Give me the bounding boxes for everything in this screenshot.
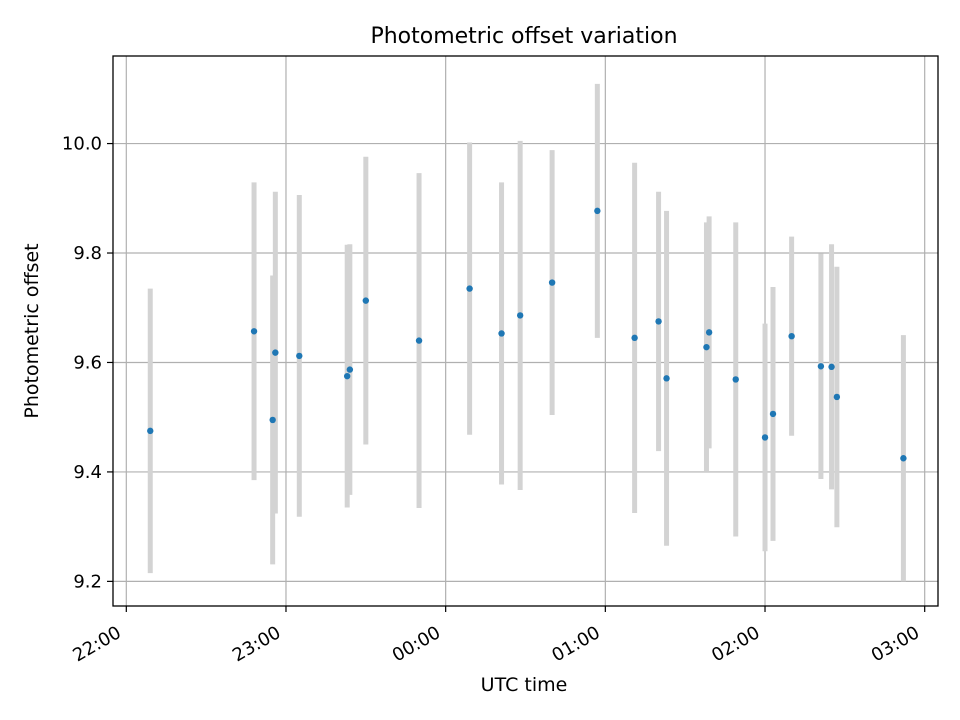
data-point bbox=[663, 375, 670, 382]
data-point bbox=[498, 330, 505, 337]
data-point bbox=[705, 329, 713, 336]
data-point bbox=[828, 363, 835, 371]
data-point bbox=[269, 416, 276, 424]
chart-title: Photometric offset variation bbox=[370, 24, 677, 49]
data-point bbox=[296, 352, 303, 360]
data-point bbox=[272, 349, 279, 356]
x-axis-ticks: 22:00 23:00 00:00 01:00 02:00 03:00 bbox=[69, 606, 926, 666]
x-tick-label: 01:00 bbox=[548, 622, 603, 666]
data-point bbox=[250, 328, 258, 335]
y-axis-ticks: 9.2 9.4 9.6 9.8 10.0 bbox=[62, 134, 113, 592]
data-point bbox=[415, 337, 423, 344]
data-point bbox=[516, 312, 524, 319]
data-point bbox=[631, 334, 638, 342]
data-point bbox=[732, 376, 739, 383]
data-point bbox=[769, 410, 777, 418]
data-point bbox=[761, 434, 769, 441]
x-tick-label: 23:00 bbox=[229, 622, 284, 666]
plot-area-frame bbox=[112, 55, 939, 607]
x-tick-label: 00:00 bbox=[389, 622, 444, 666]
data-point bbox=[788, 332, 795, 340]
data-point bbox=[833, 393, 841, 401]
x-tick-label: 22:00 bbox=[69, 622, 124, 666]
data-point bbox=[362, 297, 370, 304]
data-point bbox=[147, 427, 154, 435]
x-tick-label: 03:00 bbox=[868, 622, 923, 666]
data-point bbox=[703, 343, 710, 351]
y-tick-label: 9.2 bbox=[73, 571, 102, 592]
data-point bbox=[594, 207, 601, 215]
data-points bbox=[147, 207, 907, 462]
x-axis-label: UTC time bbox=[481, 674, 568, 696]
data-point bbox=[900, 455, 907, 462]
data-point bbox=[343, 372, 351, 380]
error-bars bbox=[147, 83, 906, 582]
data-point bbox=[346, 366, 354, 373]
data-point bbox=[655, 318, 662, 325]
y-tick-label: 9.8 bbox=[73, 243, 102, 264]
data-point bbox=[548, 279, 556, 286]
data-point bbox=[817, 363, 825, 370]
y-tick-label: 9.6 bbox=[73, 352, 102, 373]
data-point bbox=[466, 285, 473, 292]
x-tick-label: 02:00 bbox=[708, 622, 763, 666]
y-tick-label: 10.0 bbox=[62, 134, 102, 155]
grid bbox=[113, 56, 938, 606]
y-axis-label: Photometric offset bbox=[21, 243, 43, 418]
y-tick-label: 9.4 bbox=[73, 462, 102, 483]
